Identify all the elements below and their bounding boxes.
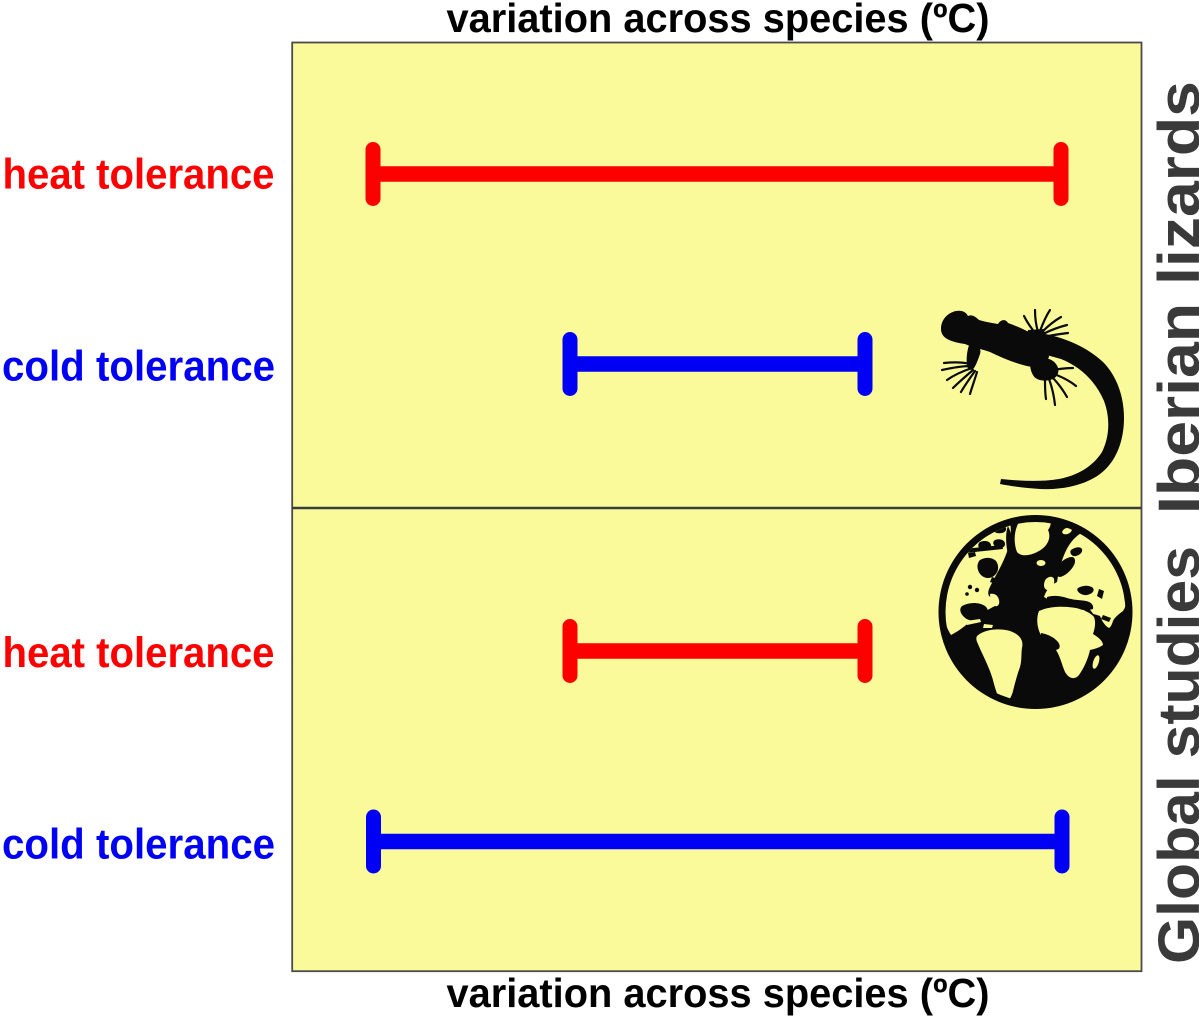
svg-text:Iberian lizards: Iberian lizards (1147, 81, 1199, 514)
svg-text:variation across species (ºC): variation across species (ºC) (447, 970, 990, 1016)
svg-text:variation across species (ºC): variation across species (ºC) (447, 0, 990, 41)
svg-text:cold tolerance: cold tolerance (2, 343, 275, 391)
svg-text:cold tolerance: cold tolerance (2, 821, 275, 869)
svg-text:Global studies: Global studies (1147, 546, 1199, 964)
svg-text:heat tolerance: heat tolerance (3, 151, 275, 199)
svg-text:heat tolerance: heat tolerance (3, 629, 275, 677)
